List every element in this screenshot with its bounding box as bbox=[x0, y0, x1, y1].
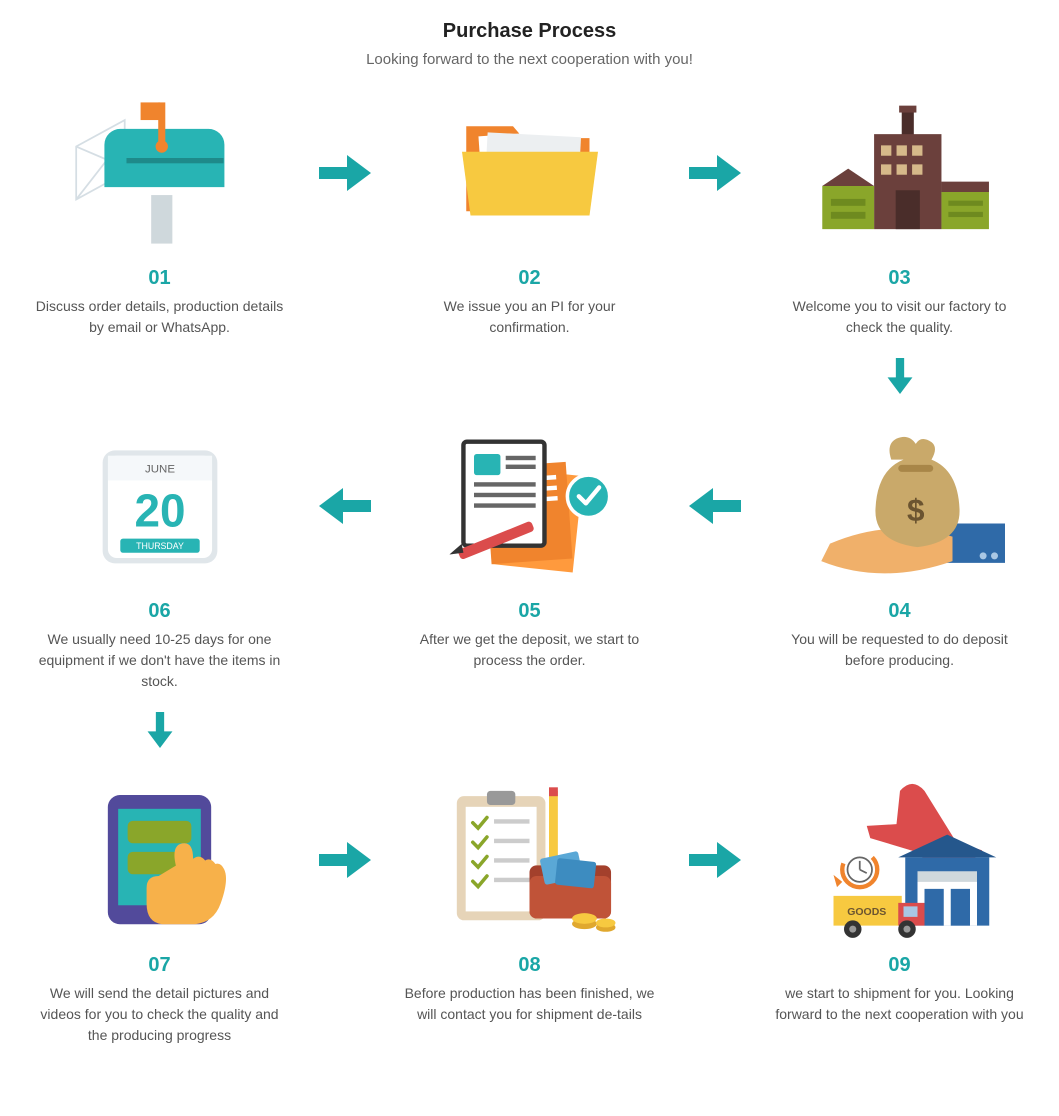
mailbox-icon bbox=[30, 93, 290, 253]
down-arrow-row-1 bbox=[30, 346, 1030, 406]
calendar-icon: JUNE 20 THURSDAY bbox=[30, 426, 290, 586]
step-number: 05 bbox=[400, 600, 660, 623]
step-03: 03 Welcome you to visit our factory to c… bbox=[770, 93, 1030, 338]
arrow-down-icon bbox=[142, 704, 178, 756]
calendar-weekday: THURSDAY bbox=[136, 541, 184, 551]
step-01: 01 Discuss order details, production det… bbox=[30, 93, 290, 338]
step-desc: You will be requested to do deposit befo… bbox=[770, 629, 1030, 671]
arrow-right-icon bbox=[315, 780, 375, 940]
step-number: 01 bbox=[30, 267, 290, 290]
calendar-month: JUNE bbox=[145, 463, 175, 475]
step-desc: Discuss order details, production detail… bbox=[30, 296, 290, 338]
step-number: 06 bbox=[30, 600, 290, 623]
row-3: 07 We will send the detail pictures and … bbox=[30, 780, 1030, 1046]
step-desc: We will send the detail pictures and vid… bbox=[30, 983, 290, 1046]
document-check-icon bbox=[400, 426, 660, 586]
step-09: GOODS 09 we start to shipment for you. L… bbox=[770, 780, 1030, 1025]
step-number: 03 bbox=[770, 267, 1030, 290]
step-desc: We issue you an PI for your confirmation… bbox=[400, 296, 660, 338]
header: Purchase Process Looking forward to the … bbox=[30, 20, 1030, 68]
step-desc: Welcome you to visit our factory to chec… bbox=[770, 296, 1030, 338]
step-08: 08 Before production has been finished, … bbox=[400, 780, 660, 1025]
arrow-left-icon bbox=[685, 426, 745, 586]
arrow-right-icon bbox=[685, 780, 745, 940]
step-02: 02 We issue you an PI for your confirmat… bbox=[400, 93, 660, 338]
step-07: 07 We will send the detail pictures and … bbox=[30, 780, 290, 1046]
page-subtitle: Looking forward to the next cooperation … bbox=[30, 51, 1030, 68]
factory-icon bbox=[770, 93, 1030, 253]
arrow-right-icon bbox=[685, 93, 745, 253]
folder-icon bbox=[400, 93, 660, 253]
clipboard-wallet-icon bbox=[400, 780, 660, 940]
tablet-touch-icon bbox=[30, 780, 290, 940]
svg-text:$: $ bbox=[906, 492, 924, 528]
calendar-day: 20 bbox=[134, 484, 185, 536]
purchase-process-infographic: Purchase Process Looking forward to the … bbox=[30, 0, 1030, 1076]
step-04: $ 04 You will be requested to do deposit… bbox=[770, 426, 1030, 671]
step-desc: we start to shipment for you. Looking fo… bbox=[770, 983, 1030, 1025]
step-06: JUNE 20 THURSDAY 06 We usually need 10-2… bbox=[30, 426, 290, 692]
money-bag-icon: $ bbox=[770, 426, 1030, 586]
step-desc: Before production has been finished, we … bbox=[400, 983, 660, 1025]
step-desc: After we get the deposit, we start to pr… bbox=[400, 629, 660, 671]
arrow-left-icon bbox=[315, 426, 375, 586]
step-number: 08 bbox=[400, 954, 660, 977]
row-2: JUNE 20 THURSDAY 06 We usually need 10-2… bbox=[30, 426, 1030, 692]
page-title: Purchase Process bbox=[30, 20, 1030, 43]
shipment-icon: GOODS bbox=[770, 780, 1030, 940]
step-number: 07 bbox=[30, 954, 290, 977]
step-number: 04 bbox=[770, 600, 1030, 623]
row-1: 01 Discuss order details, production det… bbox=[30, 93, 1030, 338]
down-arrow-row-2 bbox=[30, 700, 1030, 760]
step-05: 05 After we get the deposit, we start to… bbox=[400, 426, 660, 671]
step-desc: We usually need 10-25 days for one equip… bbox=[30, 629, 290, 692]
svg-text:GOODS: GOODS bbox=[847, 906, 886, 918]
arrow-right-icon bbox=[315, 93, 375, 253]
step-number: 09 bbox=[770, 954, 1030, 977]
arrow-down-icon bbox=[882, 350, 918, 402]
step-number: 02 bbox=[400, 267, 660, 290]
